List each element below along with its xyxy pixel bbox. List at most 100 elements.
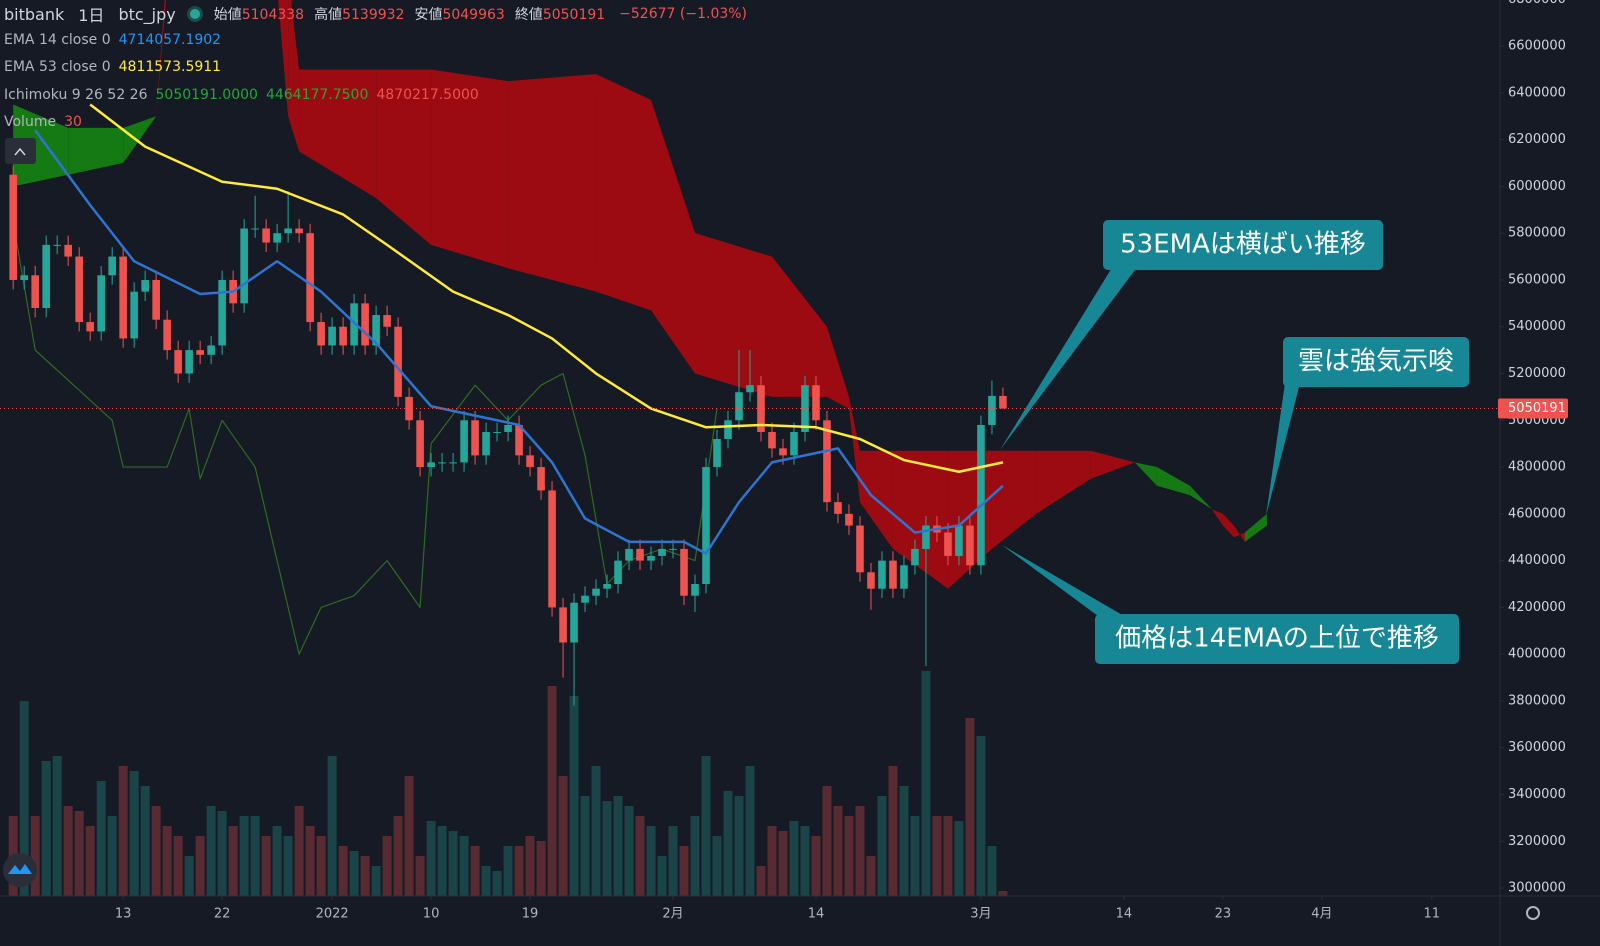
y-tick-label: 6200000 [1508, 132, 1566, 147]
interval[interactable]: 1日 [78, 6, 105, 25]
candle-body [845, 513, 853, 526]
candle-body [966, 525, 974, 566]
collapse-button[interactable] [5, 138, 36, 164]
cloud-segment [892, 450, 948, 589]
candle-body [603, 584, 611, 589]
volume-bar [184, 856, 194, 896]
y-tick-label: 4600000 [1508, 506, 1566, 521]
volume-bar [987, 846, 997, 896]
y-tick-label: 5200000 [1508, 366, 1566, 381]
volume-bar [679, 846, 689, 896]
cloud-segment [376, 69, 432, 245]
status-dot [189, 9, 200, 19]
volume-bar [459, 836, 469, 896]
candle-body [405, 396, 413, 421]
ohlc-label: 始値 [213, 7, 242, 23]
volume-bar [140, 786, 150, 896]
candle-body [460, 420, 468, 463]
candle-body [141, 279, 149, 292]
candle-body [75, 256, 83, 323]
candle-body [196, 350, 204, 355]
callout-box [1103, 220, 1383, 270]
ema-line [34, 129, 1004, 555]
indicator-label: EMA 53 close 0 [4, 59, 111, 76]
candle-body [548, 490, 556, 608]
volume-bar [217, 811, 227, 896]
candle-body [394, 326, 402, 397]
last-price-label: 5050191 [1508, 401, 1566, 416]
candle-body [504, 424, 512, 432]
volume-bar [800, 826, 810, 896]
volume-bar [360, 856, 370, 896]
last-price-tag [1498, 398, 1568, 419]
volume-bar [690, 816, 700, 896]
volume-bar [481, 866, 491, 896]
volume-bar [162, 826, 172, 896]
volume-bar [723, 791, 733, 896]
volume-bar [503, 846, 513, 896]
volume-bar [41, 761, 51, 896]
volume-bar [921, 671, 931, 896]
candle-body [636, 548, 644, 561]
ohlc-value: 5104338 [241, 7, 305, 23]
y-tick-label: 6400000 [1508, 85, 1566, 100]
volume-bar [305, 826, 315, 896]
cloud-segment [596, 74, 652, 311]
volume-bar [569, 696, 579, 896]
callout-box [1095, 614, 1459, 664]
candle-body [537, 467, 545, 491]
volume-bar [448, 831, 458, 896]
callouts: 53EMAは横ばい推移 雲は強気示唆 価格は14EMAの上位で推移 [1000, 220, 1469, 664]
cloud-segment [13, 104, 69, 187]
volume-bar [195, 836, 205, 896]
logo[interactable] [3, 853, 37, 887]
candle-body [746, 385, 754, 393]
volume-bar [74, 811, 84, 896]
indicator-value: 30 [64, 113, 82, 130]
candle-body [812, 385, 820, 421]
volume-bar [756, 866, 766, 896]
volume-bar [173, 836, 183, 896]
candle-body [834, 502, 842, 514]
candle-body [768, 431, 776, 449]
volume-bar [349, 851, 359, 896]
y-tick-label: 5800000 [1508, 226, 1566, 241]
y-tick-label: 3600000 [1508, 740, 1566, 755]
indicator-row: EMA 14 close 0 4714057.1902 [4, 30, 221, 50]
candle-body [416, 420, 424, 468]
y-tick-label: 3800000 [1508, 693, 1566, 708]
candle-body [42, 244, 50, 309]
x-tick-label: 10 [423, 907, 440, 922]
volume-bar [338, 846, 348, 896]
candle-body [515, 424, 523, 456]
volume-bar [272, 826, 282, 896]
candle-body [614, 560, 622, 585]
candle-body [482, 431, 490, 456]
symbol[interactable]: btc_jpy [118, 4, 176, 24]
volume-bar [206, 806, 216, 896]
cloud-segment [1035, 450, 1091, 514]
candle-body [911, 548, 919, 566]
indicator-row: Ichimoku 9 26 52 26 5050191.0000 4464177.7… [4, 85, 479, 105]
volume-bar [844, 816, 854, 896]
volume-bar [85, 826, 95, 896]
volume-bar [943, 816, 953, 896]
y-tick-label: 3400000 [1508, 787, 1566, 802]
ohlc-item: 始値5104338 [214, 4, 304, 24]
indicator-row: EMA 53 close 0 4811573.5911 [4, 57, 221, 77]
volume-bar [877, 796, 887, 896]
candle-body [559, 607, 567, 643]
indicator-label: EMA 14 close 0 [4, 32, 111, 48]
candle-body [988, 395, 996, 425]
volume-bar [151, 806, 161, 896]
candle-body [471, 420, 479, 456]
ohlc-item: 安値5049963 [414, 4, 504, 24]
settings-button[interactable] [1526, 906, 1540, 920]
ohlc: 始値5104338 高値5139932 安値5049963 終値5050191 [214, 4, 605, 24]
cloud-segment [1211, 509, 1223, 526]
y-tick-label: 6600000 [1508, 39, 1566, 54]
cloud-segment [1156, 467, 1190, 496]
volume-bar [668, 826, 678, 896]
candle-body [922, 525, 930, 549]
